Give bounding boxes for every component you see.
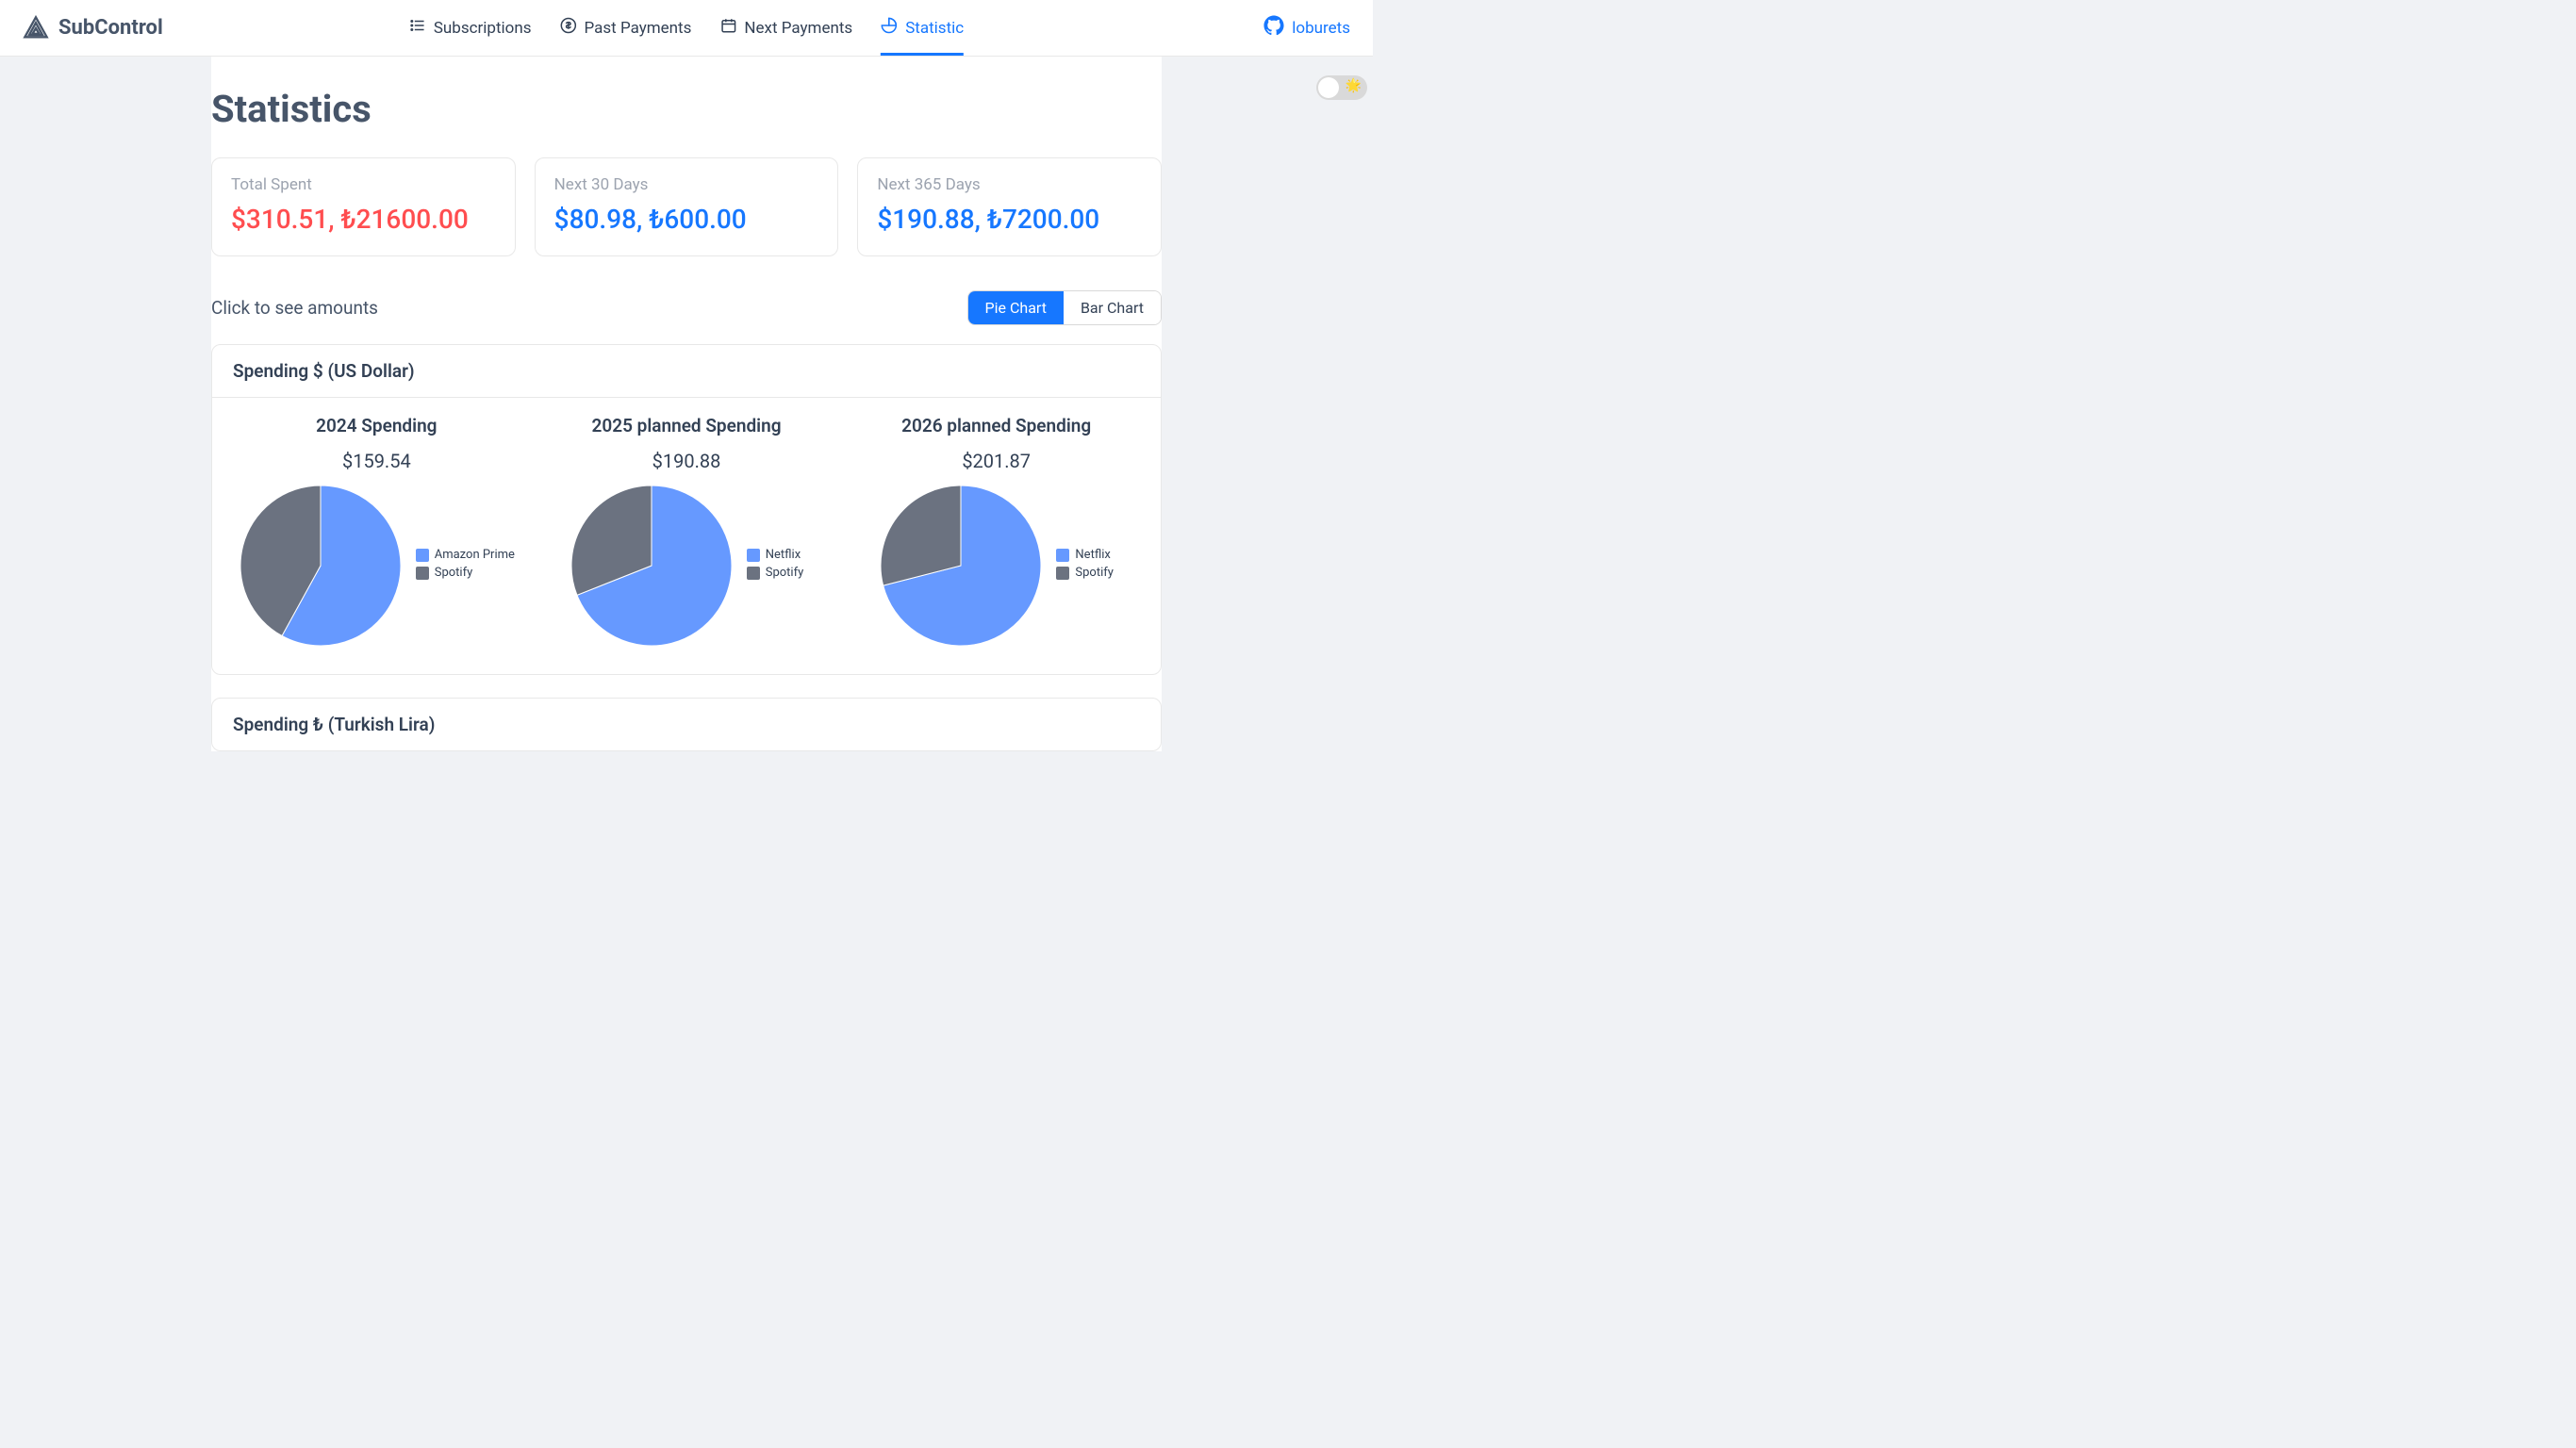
legend-item[interactable]: Netflix <box>1056 548 1114 562</box>
chart-column: 2026 planned Spending $201.87 Netflix Spoti… <box>841 415 1151 648</box>
header: SubControl Subscriptions Past Payments N… <box>0 0 1373 57</box>
legend-label: Amazon Prime <box>435 548 515 562</box>
nav-label: Subscriptions <box>434 19 532 38</box>
chart-title: 2024 Spending <box>222 415 532 436</box>
user-link[interactable]: loburets <box>1263 15 1350 41</box>
theme-toggle[interactable]: 🌟 <box>1316 75 1367 100</box>
chart-type-toggle: Pie Chart Bar Chart <box>967 290 1162 325</box>
chart-total: $201.87 <box>841 450 1151 472</box>
legend: Amazon Prime Spotify <box>416 548 515 584</box>
card-label: Total Spent <box>231 175 496 194</box>
card-total-spent: Total Spent $310.51, ₺21600.00 <box>211 157 516 256</box>
toggle-knob <box>1318 77 1339 98</box>
main-container: 🌟 Statistics Total Spent $310.51, ₺21600… <box>211 57 1162 751</box>
summary-cards: Total Spent $310.51, ₺21600.00 Next 30 D… <box>211 157 1162 256</box>
card-label: Next 30 Days <box>554 175 819 194</box>
legend-swatch <box>1056 567 1069 580</box>
hint-text: Click to see amounts <box>211 297 378 319</box>
nav-subscriptions[interactable]: Subscriptions <box>409 0 532 56</box>
chart-body: Netflix Spotify <box>532 484 842 648</box>
sun-icon: 🌟 <box>1346 78 1362 93</box>
github-icon <box>1263 15 1284 41</box>
legend-item[interactable]: Amazon Prime <box>416 548 515 562</box>
chart-title: 2026 planned Spending <box>841 415 1151 436</box>
legend: Netflix Spotify <box>1056 548 1114 584</box>
legend-label: Spotify <box>766 566 804 580</box>
panel-title: Spending $ (US Dollar) <box>212 345 1161 398</box>
legend-item[interactable]: Spotify <box>747 566 804 580</box>
legend-swatch <box>1056 549 1069 562</box>
pie-chart[interactable] <box>239 484 403 648</box>
legend-swatch <box>416 549 429 562</box>
chart-column: 2025 planned Spending $190.88 Netflix Spoti… <box>532 415 842 648</box>
charts-row: 2024 Spending$159.54Amazon PrimeSpotify2… <box>212 398 1161 674</box>
card-next-30: Next 30 Days $80.98, ₺600.00 <box>535 157 839 256</box>
spending-try-panel: Spending ₺ (Turkish Lira) <box>211 698 1162 751</box>
legend-swatch <box>747 549 760 562</box>
legend-item[interactable]: Netflix <box>747 548 804 562</box>
card-label: Next 365 Days <box>877 175 1142 194</box>
user-label: loburets <box>1292 19 1350 38</box>
panel-title: Spending ₺ (Turkish Lira) <box>212 699 1161 750</box>
logo-icon <box>23 15 49 41</box>
chart-total: $190.88 <box>532 450 842 472</box>
legend-label: Spotify <box>435 566 473 580</box>
nav: Subscriptions Past Payments Next Payment… <box>409 0 964 56</box>
chart-title: 2025 planned Spending <box>532 415 842 436</box>
card-value: $310.51, ₺21600.00 <box>231 204 496 235</box>
chart-total: $159.54 <box>222 450 532 472</box>
chart-body: Amazon Prime Spotify <box>222 484 532 648</box>
legend-swatch <box>747 567 760 580</box>
legend-label: Netflix <box>766 548 801 562</box>
nav-next-payments[interactable]: Next Payments <box>719 0 852 56</box>
card-value: $80.98, ₺600.00 <box>554 204 819 235</box>
legend-swatch <box>416 567 429 580</box>
logo[interactable]: SubControl <box>23 15 163 41</box>
chart-toolbar: Click to see amounts Pie Chart Bar Chart <box>211 290 1162 325</box>
pie-chart[interactable] <box>570 484 734 648</box>
dollar-icon <box>560 17 577 39</box>
chart-column: 2024 Spending $159.54 Amazon Prime Spotify <box>222 415 532 648</box>
nav-statistic[interactable]: Statistic <box>881 0 964 56</box>
spending-usd-panel: Spending $ (US Dollar) 2024 Spending $159… <box>211 344 1162 675</box>
nav-label: Past Payments <box>585 19 692 38</box>
legend-item[interactable]: Spotify <box>1056 566 1114 580</box>
legend-label: Spotify <box>1075 566 1114 580</box>
bar-chart-button[interactable]: Bar Chart <box>1064 291 1161 324</box>
chart-body: Netflix Spotify <box>841 484 1151 648</box>
logo-text: SubControl <box>58 16 163 40</box>
legend-label: Netflix <box>1075 548 1110 562</box>
card-value: $190.88, ₺7200.00 <box>877 204 1142 235</box>
page-title: Statistics <box>211 87 1162 131</box>
list-icon <box>409 17 426 39</box>
piechart-icon <box>881 17 898 39</box>
nav-past-payments[interactable]: Past Payments <box>560 0 692 56</box>
legend: Netflix Spotify <box>747 548 804 584</box>
pie-chart-button[interactable]: Pie Chart <box>968 291 1064 324</box>
card-next-365: Next 365 Days $190.88, ₺7200.00 <box>857 157 1162 256</box>
nav-label: Next Payments <box>744 19 852 38</box>
theme-toggle-wrap: 🌟 <box>1316 75 1367 100</box>
nav-label: Statistic <box>905 19 964 38</box>
pie-chart[interactable] <box>879 484 1043 648</box>
calendar-icon <box>719 17 736 39</box>
legend-item[interactable]: Spotify <box>416 566 515 580</box>
